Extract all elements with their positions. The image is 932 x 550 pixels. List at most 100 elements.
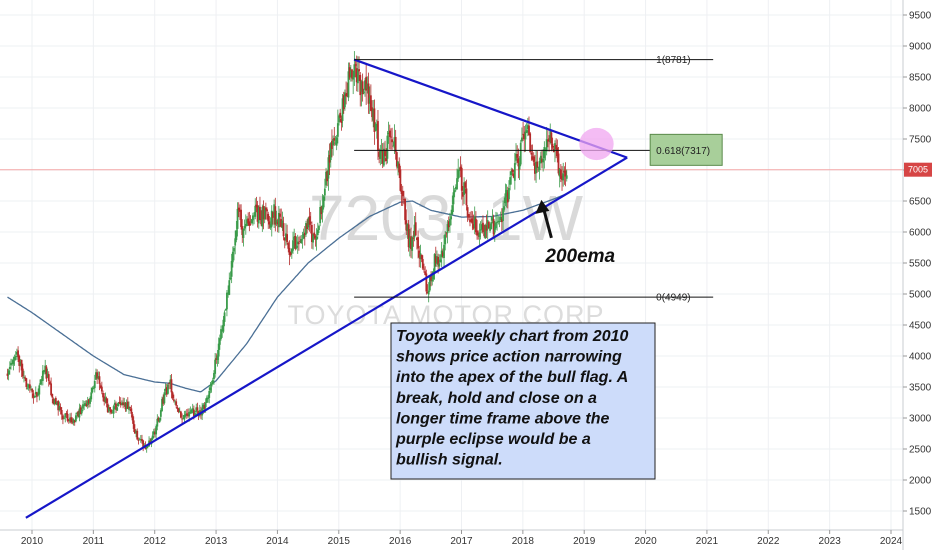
candle[interactable] bbox=[565, 169, 568, 182]
candle[interactable] bbox=[372, 100, 375, 128]
candle[interactable] bbox=[346, 82, 349, 98]
candle[interactable] bbox=[503, 197, 506, 212]
candle[interactable] bbox=[36, 391, 38, 403]
candle[interactable] bbox=[454, 184, 457, 192]
candle[interactable] bbox=[227, 285, 230, 298]
candle[interactable] bbox=[33, 395, 36, 399]
candle[interactable] bbox=[259, 196, 261, 221]
candle[interactable] bbox=[168, 382, 171, 390]
candle[interactable] bbox=[464, 180, 467, 194]
candle[interactable] bbox=[60, 406, 63, 420]
candle[interactable] bbox=[377, 109, 379, 160]
candle[interactable] bbox=[407, 219, 410, 252]
candle[interactable] bbox=[522, 121, 524, 141]
candle[interactable] bbox=[156, 414, 159, 431]
candle[interactable] bbox=[543, 141, 546, 169]
candle[interactable] bbox=[538, 157, 541, 180]
candle[interactable] bbox=[334, 135, 337, 146]
candle[interactable] bbox=[260, 210, 263, 227]
candle[interactable] bbox=[472, 214, 475, 230]
candle[interactable] bbox=[51, 393, 54, 404]
candle[interactable] bbox=[56, 401, 58, 406]
candle[interactable] bbox=[558, 167, 561, 188]
candle[interactable] bbox=[189, 406, 192, 415]
candle[interactable] bbox=[418, 245, 421, 268]
candle[interactable] bbox=[508, 180, 510, 202]
candle[interactable] bbox=[136, 428, 139, 440]
candle[interactable] bbox=[386, 131, 389, 164]
candle[interactable] bbox=[131, 411, 134, 424]
candle[interactable] bbox=[279, 208, 281, 228]
candle[interactable] bbox=[344, 89, 346, 111]
candle[interactable] bbox=[492, 214, 495, 238]
candle[interactable] bbox=[8, 361, 11, 375]
candle[interactable] bbox=[462, 185, 464, 206]
candle[interactable] bbox=[116, 403, 119, 412]
candle[interactable] bbox=[412, 230, 415, 247]
candle[interactable] bbox=[221, 325, 224, 338]
candle[interactable] bbox=[366, 76, 369, 94]
candle[interactable] bbox=[339, 108, 342, 122]
candle[interactable] bbox=[172, 394, 175, 403]
candle[interactable] bbox=[24, 375, 27, 382]
candle[interactable] bbox=[248, 211, 251, 232]
candle[interactable] bbox=[237, 202, 240, 218]
candle[interactable] bbox=[484, 223, 487, 239]
candle[interactable] bbox=[96, 369, 99, 384]
candle[interactable] bbox=[80, 405, 83, 416]
candle[interactable] bbox=[305, 220, 307, 237]
candle[interactable] bbox=[286, 224, 289, 245]
candle[interactable] bbox=[502, 200, 504, 231]
candle[interactable] bbox=[73, 419, 76, 426]
candle[interactable] bbox=[175, 398, 178, 409]
candle[interactable] bbox=[281, 211, 284, 231]
candle[interactable] bbox=[106, 398, 109, 413]
candle[interactable] bbox=[158, 417, 161, 423]
candle[interactable] bbox=[326, 170, 329, 187]
candle[interactable] bbox=[182, 415, 185, 420]
candle[interactable] bbox=[63, 416, 65, 420]
candle[interactable] bbox=[511, 168, 514, 176]
candle[interactable] bbox=[100, 381, 103, 395]
candle[interactable] bbox=[263, 206, 266, 224]
candle[interactable] bbox=[410, 227, 412, 258]
candle[interactable] bbox=[285, 223, 287, 246]
candle[interactable] bbox=[399, 165, 402, 192]
candle[interactable] bbox=[469, 212, 471, 227]
candle[interactable] bbox=[254, 198, 257, 220]
candle[interactable] bbox=[445, 232, 448, 238]
candle[interactable] bbox=[309, 211, 312, 234]
candle[interactable] bbox=[126, 397, 129, 410]
candle[interactable] bbox=[163, 389, 166, 405]
candle[interactable] bbox=[374, 122, 377, 132]
candle[interactable] bbox=[555, 138, 558, 159]
candle[interactable] bbox=[550, 129, 553, 152]
candle[interactable] bbox=[251, 212, 254, 226]
candle[interactable] bbox=[548, 135, 550, 152]
candle[interactable] bbox=[446, 219, 449, 244]
candle[interactable] bbox=[453, 188, 456, 198]
note-box[interactable]: Toyota weekly chart from 2010 shows price… bbox=[390, 322, 656, 480]
candle[interactable] bbox=[294, 233, 297, 251]
candle[interactable] bbox=[516, 145, 519, 163]
candle[interactable] bbox=[146, 445, 149, 449]
candle[interactable] bbox=[220, 325, 222, 341]
candle[interactable] bbox=[364, 77, 366, 97]
candle[interactable] bbox=[322, 194, 325, 210]
candle[interactable] bbox=[119, 397, 122, 408]
candle[interactable] bbox=[371, 100, 373, 122]
candle[interactable] bbox=[111, 409, 114, 414]
candle[interactable] bbox=[267, 211, 270, 229]
candle[interactable] bbox=[125, 399, 128, 412]
candle[interactable] bbox=[411, 235, 414, 259]
candle[interactable] bbox=[341, 93, 344, 128]
candle[interactable] bbox=[518, 156, 521, 181]
candle[interactable] bbox=[497, 216, 500, 225]
candle[interactable] bbox=[152, 428, 155, 439]
candle[interactable] bbox=[187, 408, 189, 418]
candle[interactable] bbox=[440, 242, 443, 268]
candle[interactable] bbox=[532, 152, 535, 166]
candle[interactable] bbox=[272, 211, 274, 225]
candle[interactable] bbox=[381, 143, 384, 169]
